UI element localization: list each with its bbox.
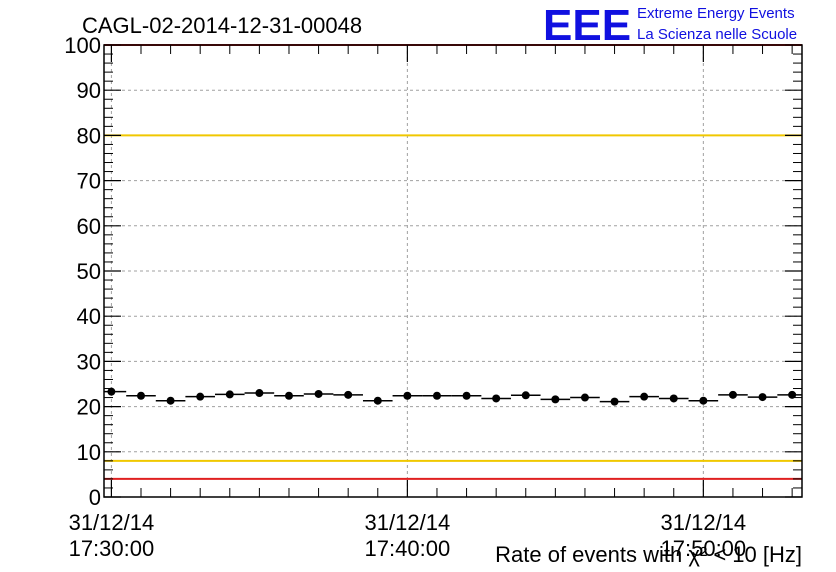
data-point	[788, 390, 797, 399]
data-point	[640, 392, 649, 401]
y-tick-label: 20	[77, 395, 101, 420]
y-tick-label: 100	[64, 33, 101, 58]
data-point	[610, 397, 619, 406]
data-point	[255, 389, 264, 398]
y-tick-label: 30	[77, 349, 101, 374]
eee-logo: EEE Extreme Energy Events La Scienza nel…	[543, 1, 797, 50]
y-tick-labels: 0 10 20 30 40 50 60 70 80 90 100	[64, 33, 101, 510]
y-tick-label: 80	[77, 123, 101, 148]
data-point	[699, 396, 708, 405]
data-point	[728, 390, 737, 399]
data-point	[344, 390, 353, 399]
data-point	[314, 389, 323, 398]
x-axis-title: Rate of events with χ² < 10 [Hz]	[495, 542, 802, 567]
y-tick-label: 0	[89, 485, 101, 510]
y-tick-label: 60	[77, 214, 101, 239]
x-tick-label-date: 31/12/14	[69, 510, 155, 535]
chart-title: CAGL-02-2014-12-31-00048	[82, 13, 362, 38]
data-point	[462, 391, 471, 400]
data-point	[669, 394, 678, 403]
logo-line-1: Extreme Energy Events	[637, 5, 795, 22]
data-points	[104, 387, 802, 406]
x-tick-label-date: 31/12/14	[661, 510, 747, 535]
x-tick-label-time: 17:40:00	[365, 536, 451, 561]
y-tick-label: 10	[77, 440, 101, 465]
x-tick-label-time: 17:30:00	[69, 536, 155, 561]
data-point	[373, 396, 382, 405]
data-point	[492, 394, 501, 403]
y-tick-label: 90	[77, 78, 101, 103]
y-tick-label: 70	[77, 169, 101, 194]
axis-ticks	[104, 44, 802, 498]
data-point	[758, 393, 767, 402]
logo-line-2: La Scienza nelle Scuole	[637, 26, 797, 43]
data-point	[107, 387, 116, 396]
data-point	[551, 395, 560, 404]
data-point	[284, 391, 293, 400]
y-tick-label: 40	[77, 304, 101, 329]
x-tick-label-time: 17:50:00	[661, 536, 747, 561]
x-tick-labels: 31/12/1417:30:0031/12/1417:40:0031/12/14…	[69, 510, 747, 561]
logo-mark: EEE	[543, 1, 631, 50]
data-point	[432, 391, 441, 400]
data-point	[136, 391, 145, 400]
data-point	[580, 393, 589, 402]
x-tick-label-date: 31/12/14	[365, 510, 451, 535]
data-point	[225, 390, 234, 399]
y-tick-label: 50	[77, 259, 101, 284]
data-point	[166, 396, 175, 405]
data-point	[403, 391, 412, 400]
data-point	[521, 391, 530, 400]
data-point	[196, 392, 205, 401]
